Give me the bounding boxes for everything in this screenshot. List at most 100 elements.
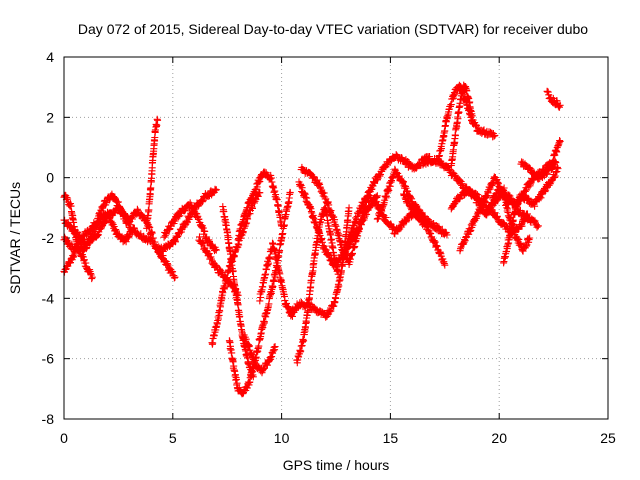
data-point xyxy=(324,251,332,259)
data-point xyxy=(271,273,279,281)
data-point xyxy=(487,128,494,136)
data-point xyxy=(525,236,533,244)
data-point xyxy=(229,358,237,366)
data-point xyxy=(458,180,466,188)
data-point xyxy=(304,307,312,315)
data-point xyxy=(456,194,464,202)
data-point xyxy=(199,224,207,232)
data-point xyxy=(159,252,167,260)
data-point xyxy=(300,337,308,345)
series-arc-20 xyxy=(373,165,451,239)
data-point xyxy=(173,233,181,241)
data-point xyxy=(286,189,294,197)
data-point xyxy=(88,273,96,281)
data-point xyxy=(278,222,286,230)
data-point xyxy=(301,189,309,197)
series-arc-05 xyxy=(143,115,162,232)
data-point xyxy=(402,218,410,226)
series-arc-28 xyxy=(487,137,564,210)
data-point xyxy=(487,202,495,210)
data-point xyxy=(124,213,131,220)
data-point xyxy=(194,212,202,220)
data-point xyxy=(284,303,292,311)
data-point xyxy=(438,225,446,233)
data-point xyxy=(322,246,330,254)
x-tick-label: 5 xyxy=(169,430,177,446)
data-point xyxy=(376,172,384,180)
data-point xyxy=(518,222,526,230)
data-point xyxy=(446,165,454,173)
data-point xyxy=(328,255,336,263)
data-point xyxy=(412,207,420,215)
data-point xyxy=(169,268,177,276)
data-point xyxy=(255,342,263,350)
tick-labels: 0 5 10 15 20 25 -8 -6 -4 -2 0 2 4 xyxy=(42,49,616,446)
data-point xyxy=(405,197,413,205)
data-point xyxy=(257,294,265,301)
data-point xyxy=(247,372,255,380)
data-point xyxy=(516,196,524,204)
series-arc-07 xyxy=(151,244,179,282)
data-point xyxy=(374,176,381,184)
data-point xyxy=(325,308,333,316)
data-point xyxy=(433,242,441,250)
data-point xyxy=(147,184,155,192)
data-point xyxy=(259,365,267,373)
data-point xyxy=(423,222,431,230)
data-point xyxy=(384,161,392,169)
data-points xyxy=(60,81,564,398)
data-point xyxy=(261,318,268,326)
data-point xyxy=(328,235,335,243)
data-point xyxy=(530,216,538,224)
data-point xyxy=(327,230,335,238)
data-point xyxy=(468,112,476,120)
data-point xyxy=(254,192,262,200)
y-tick-label: -8 xyxy=(42,411,55,427)
data-point xyxy=(243,384,251,392)
chart-title: Day 072 of 2015, Sidereal Day-to-day VTE… xyxy=(78,21,588,37)
data-point xyxy=(109,219,117,227)
y-tick-label: 4 xyxy=(46,49,54,65)
data-point xyxy=(443,231,451,239)
data-point xyxy=(469,119,477,127)
series-arc-23 xyxy=(434,81,499,163)
data-point xyxy=(153,244,161,252)
data-point xyxy=(551,172,559,180)
data-point xyxy=(377,170,384,178)
data-point xyxy=(490,132,498,140)
data-point xyxy=(256,189,264,197)
series-arc-06 xyxy=(160,199,220,255)
x-tick-label: 15 xyxy=(383,430,399,446)
data-point xyxy=(270,277,278,285)
data-point xyxy=(382,214,390,221)
data-point xyxy=(162,230,170,238)
data-point xyxy=(151,238,159,246)
data-point xyxy=(441,261,449,269)
data-point xyxy=(153,121,161,129)
data-point xyxy=(122,238,130,246)
data-point xyxy=(552,159,560,167)
data-point xyxy=(424,216,432,223)
y-axis-label: SDTVAR / TECUs xyxy=(7,182,23,294)
data-point xyxy=(358,204,366,212)
data-point xyxy=(154,116,162,124)
data-point xyxy=(349,249,356,257)
data-point xyxy=(271,343,279,351)
data-point xyxy=(212,246,220,253)
data-point xyxy=(105,196,113,204)
data-point xyxy=(545,181,553,189)
data-point xyxy=(199,197,207,205)
data-point xyxy=(521,187,529,195)
data-point xyxy=(537,194,545,202)
data-point xyxy=(67,259,74,267)
data-point xyxy=(403,217,411,225)
data-point xyxy=(145,206,153,214)
data-point xyxy=(486,185,494,193)
y-tick-label: -6 xyxy=(42,351,55,367)
y-tick-label: 0 xyxy=(46,170,54,186)
data-point xyxy=(543,169,551,177)
plot-frame xyxy=(63,56,609,420)
data-point xyxy=(521,244,529,252)
data-point xyxy=(242,335,250,343)
data-point xyxy=(491,209,499,217)
